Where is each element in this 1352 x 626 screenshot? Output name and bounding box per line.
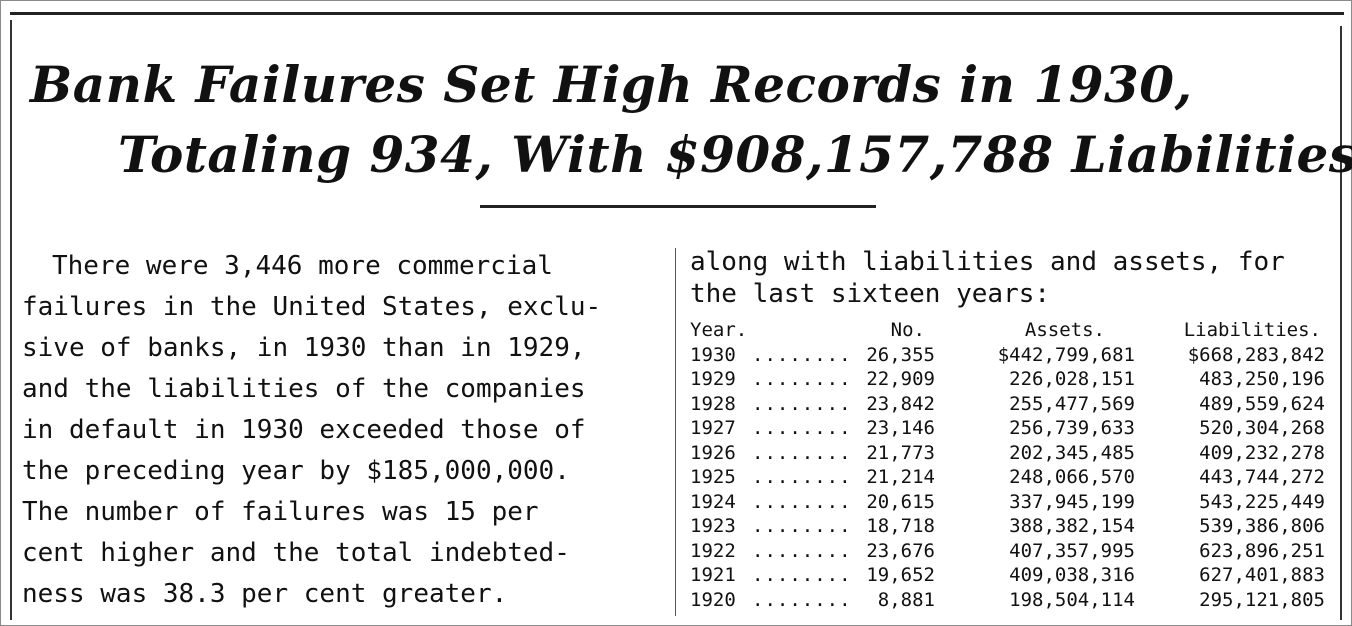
header-liabilities: Liabilities. bbox=[1184, 318, 1321, 343]
row-assets: 255,477,569 bbox=[1009, 392, 1135, 417]
row-assets: 226,028,151 bbox=[1009, 367, 1135, 392]
row-number: 20,615 bbox=[866, 490, 935, 515]
body-line: and the liabilities of the companies bbox=[22, 369, 662, 410]
row-assets: 198,504,114 bbox=[1009, 588, 1135, 613]
row-liabilities: 543,225,449 bbox=[1199, 490, 1325, 515]
leader-dots: .............. bbox=[752, 588, 856, 613]
right-column-rule bbox=[1340, 26, 1342, 620]
row-liabilities: 520,304,268 bbox=[1199, 416, 1325, 441]
body-line: ness was 38.3 per cent greater. bbox=[22, 574, 662, 615]
table-row: 1925.............. 21,214 248,066,570 443,7… bbox=[690, 465, 1335, 490]
row-number: 19,652 bbox=[866, 563, 935, 588]
row-year: 1925 bbox=[690, 465, 736, 490]
row-number: 21,214 bbox=[866, 465, 935, 490]
row-year: 1926 bbox=[690, 441, 736, 466]
table-row: 1929.............. 22,909 226,028,151 483,2… bbox=[690, 367, 1335, 392]
table-row: 1922.............. 23,676 407,357,995 623,8… bbox=[690, 539, 1335, 564]
body-line: cent higher and the total indebted- bbox=[22, 533, 662, 574]
row-assets: 407,357,995 bbox=[1009, 539, 1135, 564]
table-row: 1923.............. 18,718 388,382,154 539,3… bbox=[690, 514, 1335, 539]
table-row: 1920.............. 8,881 198,504,114 295,12… bbox=[690, 588, 1335, 613]
row-number: 23,842 bbox=[866, 392, 935, 417]
row-assets: 256,739,633 bbox=[1009, 416, 1135, 441]
leader-dots: .............. bbox=[752, 465, 856, 490]
leader-dots: .............. bbox=[752, 392, 856, 417]
headline-line-1: Bank Failures Set High Records in 1930, bbox=[30, 50, 1340, 120]
body-line: The number of failures was 15 per bbox=[22, 492, 662, 533]
body-line: the preceding year by $185,000,000. bbox=[22, 451, 662, 492]
table-row: 1927.............. 23,146 256,739,633 520,3… bbox=[690, 416, 1335, 441]
row-assets: 202,345,485 bbox=[1009, 441, 1135, 466]
row-number: 23,146 bbox=[866, 416, 935, 441]
row-assets: 409,038,316 bbox=[1009, 563, 1135, 588]
body-line: in default in 1930 exceeded those of bbox=[22, 410, 662, 451]
headline: Bank Failures Set High Records in 1930, … bbox=[30, 50, 1340, 190]
top-rule bbox=[10, 12, 1344, 15]
row-year: 1923 bbox=[690, 514, 736, 539]
row-liabilities: 489,559,624 bbox=[1199, 392, 1325, 417]
row-number: 8,881 bbox=[878, 588, 935, 613]
failures-table: Year. No. Assets. Liabilities. 1930.....… bbox=[690, 318, 1335, 612]
row-year: 1930 bbox=[690, 343, 736, 368]
row-year: 1922 bbox=[690, 539, 736, 564]
row-number: 21,773 bbox=[866, 441, 935, 466]
column-divider bbox=[675, 248, 676, 616]
row-liabilities: 539,386,806 bbox=[1199, 514, 1325, 539]
row-year: 1929 bbox=[690, 367, 736, 392]
leader-dots: .............. bbox=[752, 441, 856, 466]
header-year: Year. bbox=[690, 318, 747, 343]
row-number: 23,676 bbox=[866, 539, 935, 564]
body-line: along with liabilities and assets, for bbox=[690, 246, 1335, 278]
row-liabilities: 483,250,196 bbox=[1199, 367, 1325, 392]
body-line: the last sixteen years: bbox=[690, 278, 1335, 310]
header-assets: Assets. bbox=[1025, 318, 1105, 343]
leader-dots: .............. bbox=[752, 343, 856, 368]
row-year: 1921 bbox=[690, 563, 736, 588]
left-column-rule bbox=[10, 20, 12, 620]
row-assets: $442,799,681 bbox=[998, 343, 1135, 368]
leader-dots: .............. bbox=[752, 416, 856, 441]
row-year: 1920 bbox=[690, 588, 736, 613]
headline-divider bbox=[480, 205, 876, 208]
row-assets: 248,066,570 bbox=[1009, 465, 1135, 490]
row-year: 1927 bbox=[690, 416, 736, 441]
row-liabilities: 623,896,251 bbox=[1199, 539, 1325, 564]
article-body-left: There were 3,446 more commercial failure… bbox=[22, 246, 662, 615]
body-line: sive of banks, in 1930 than in 1929, bbox=[22, 328, 662, 369]
leader-dots: .............. bbox=[752, 490, 856, 515]
row-liabilities: 627,401,883 bbox=[1199, 563, 1325, 588]
body-line: There were 3,446 more commercial bbox=[22, 246, 662, 287]
table-row: 1926.............. 21,773 202,345,485 409,2… bbox=[690, 441, 1335, 466]
row-assets: 388,382,154 bbox=[1009, 514, 1135, 539]
leader-dots: .............. bbox=[752, 367, 856, 392]
row-number: 18,718 bbox=[866, 514, 935, 539]
article-body-right: along with liabilities and assets, for t… bbox=[690, 246, 1335, 310]
table-row: 1928.............. 23,842 255,477,569 489,5… bbox=[690, 392, 1335, 417]
table-row: 1930.............. 26,355 $442,799,681 $668… bbox=[690, 343, 1335, 368]
table-row: 1924.............. 20,615 337,945,199 543,2… bbox=[690, 490, 1335, 515]
row-assets: 337,945,199 bbox=[1009, 490, 1135, 515]
headline-line-2: Totaling 934, With $908,157,788 Liabilit… bbox=[30, 120, 1340, 190]
row-number: 22,909 bbox=[866, 367, 935, 392]
body-line: failures in the United States, exclu- bbox=[22, 287, 662, 328]
row-number: 26,355 bbox=[866, 343, 935, 368]
leader-dots: .............. bbox=[752, 539, 856, 564]
table-body: 1930.............. 26,355 $442,799,681 $668… bbox=[690, 343, 1335, 613]
table-header: Year. No. Assets. Liabilities. bbox=[690, 318, 1335, 343]
row-liabilities: 409,232,278 bbox=[1199, 441, 1325, 466]
leader-dots: .............. bbox=[752, 563, 856, 588]
row-liabilities: 443,744,272 bbox=[1199, 465, 1325, 490]
table-row: 1921.............. 19,652 409,038,316 627,4… bbox=[690, 563, 1335, 588]
row-liabilities: $668,283,842 bbox=[1188, 343, 1325, 368]
row-year: 1924 bbox=[690, 490, 736, 515]
leader-dots: .............. bbox=[752, 514, 856, 539]
row-year: 1928 bbox=[690, 392, 736, 417]
header-number: No. bbox=[891, 318, 925, 343]
row-liabilities: 295,121,805 bbox=[1199, 588, 1325, 613]
